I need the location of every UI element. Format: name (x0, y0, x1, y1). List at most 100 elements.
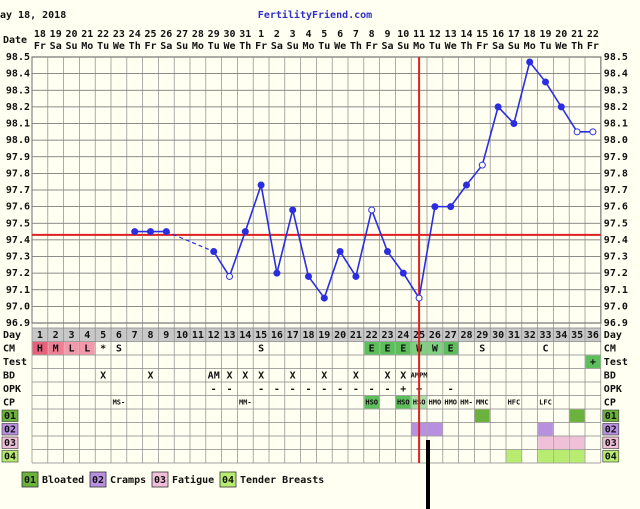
temp-point (542, 78, 549, 86)
date-label: 29 (208, 29, 220, 40)
y-tick-label: 98.0 (6, 135, 30, 146)
cell-text: H (37, 343, 43, 354)
y-tick-label: 97.5 (6, 218, 30, 229)
weekday-label: Tu (429, 41, 441, 52)
y-tick-label: 97.6 (6, 202, 30, 213)
date-label: 26 (160, 29, 172, 40)
temp-point (415, 294, 423, 302)
symptom-cell (538, 450, 553, 463)
weekday-label: We (445, 41, 457, 52)
y-tick-label-right: 98.3 (604, 85, 628, 96)
symptom-cell (427, 423, 443, 436)
cell-text: HMO (444, 398, 457, 406)
weekday-label: We (113, 41, 125, 52)
cell-text: E (448, 343, 454, 354)
legend-code: 03 (154, 475, 166, 486)
y-tick-label-right: 98.0 (604, 135, 628, 146)
symptom-code-bg (1, 450, 19, 463)
day-number: 36 (587, 330, 599, 341)
temp-gap-line (166, 231, 214, 253)
day-number: 32 (524, 330, 536, 341)
date-label: 1 (258, 29, 264, 40)
day-number: 13 (223, 330, 235, 341)
cell-text: - (353, 384, 359, 395)
weekday-label: Fr (476, 41, 488, 52)
symptom-code-right: 04 (605, 451, 617, 462)
cell-text: L (84, 343, 90, 354)
day-number: 18 (302, 330, 314, 341)
symptom-code-right-bg (602, 450, 620, 463)
y-tick-label: 97.8 (6, 168, 30, 179)
date-label: 7 (353, 29, 359, 40)
weekday-label: Th (350, 41, 362, 52)
y-tick-label: 96.9 (6, 318, 30, 329)
symptom-cell (553, 450, 569, 463)
legend-name: Tender Breasts (240, 475, 324, 486)
date-label: 24 (129, 29, 141, 40)
weekday-label: Fr (255, 41, 267, 52)
day-number: 28 (460, 330, 472, 341)
day-number: 24 (397, 330, 409, 341)
day-number: 26 (429, 330, 441, 341)
weekday-label: Sa (160, 41, 172, 52)
day-number: 4 (84, 330, 90, 341)
date-label: 14 (460, 29, 472, 40)
cell-text: C (542, 343, 548, 354)
day-number: 11 (192, 330, 204, 341)
cell-text: HSO (365, 398, 378, 406)
date-label: 19 (539, 29, 551, 40)
temp-point (147, 228, 154, 236)
date-label: 23 (113, 29, 125, 40)
temp-point (131, 228, 139, 236)
day-number: 19 (318, 330, 330, 341)
date-label: 4 (305, 29, 311, 40)
day-number: 33 (539, 330, 551, 341)
date-label: 28 (192, 29, 204, 40)
temp-point (478, 161, 486, 169)
site-name[interactable]: FertilityFriend.com (258, 9, 372, 21)
temp-point (336, 248, 344, 256)
symptom-code-bg (1, 409, 19, 422)
temp-point (352, 272, 360, 280)
y-tick-label-right: 97.0 (604, 301, 628, 312)
symptom-code-bg (1, 423, 19, 436)
date-label: 25 (144, 29, 156, 40)
cell-text: W (432, 343, 439, 354)
weekday-label: We (555, 41, 567, 52)
cell-text: E (400, 343, 406, 354)
cell-text: - (290, 384, 296, 395)
date-label: 11 (413, 29, 425, 40)
legend-name: Cramps (110, 475, 146, 486)
legend-name: Bloated (42, 475, 84, 486)
symptom-code: 02 (4, 424, 16, 435)
day-number: 6 (116, 330, 122, 341)
row-label: CM (3, 343, 15, 354)
date-label: 12 (429, 29, 441, 40)
cell-text: E (384, 343, 390, 354)
row-label-right: Test (604, 357, 628, 368)
temp-point (162, 228, 170, 236)
day-number: 34 (555, 330, 567, 341)
weekday-label: Th (129, 41, 141, 52)
legend-code: 02 (92, 475, 104, 486)
symptom-code: 04 (4, 451, 16, 462)
cell-text: AM (208, 370, 220, 381)
y-tick-label: 97.7 (6, 185, 30, 196)
row-label: CP (3, 397, 15, 408)
y-tick-label-right: 98.2 (604, 102, 628, 113)
temp-point (289, 206, 297, 214)
day-number: 14 (239, 330, 251, 341)
day-number: 10 (176, 330, 188, 341)
cell-text: - (211, 384, 217, 395)
temp-point (257, 181, 265, 189)
temp-point (320, 294, 328, 302)
legend-box (219, 471, 237, 488)
y-tick-label-right: 97.2 (604, 268, 628, 279)
y-tick-label: 97.9 (6, 152, 30, 163)
weekday-label: Mo (413, 41, 425, 52)
weekday-label: Su (508, 41, 520, 52)
temp-point (226, 272, 233, 280)
chart-date: ay 18, 2018 (0, 10, 66, 21)
day-number: 3 (68, 330, 74, 341)
